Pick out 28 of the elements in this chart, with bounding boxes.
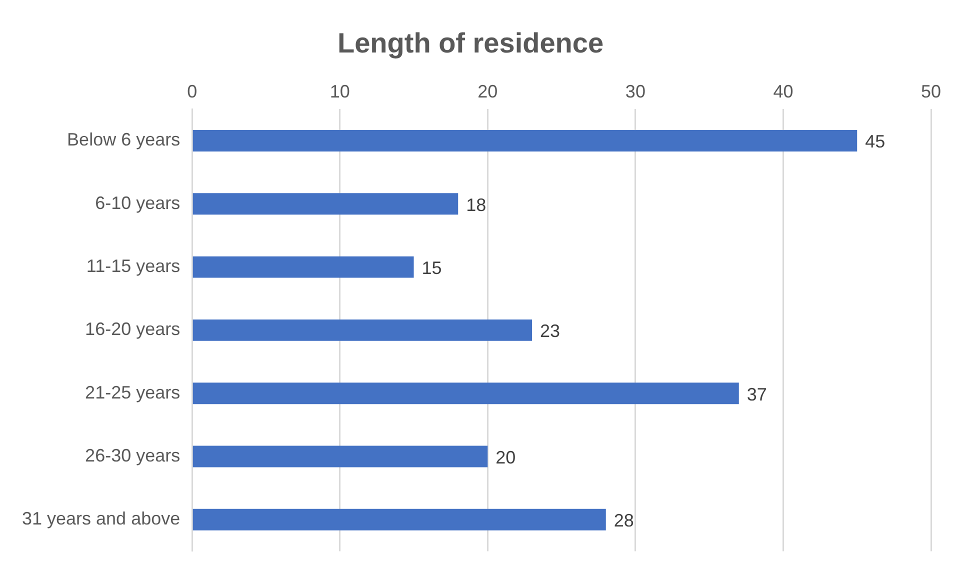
chart-title: Length of residence — [337, 28, 604, 59]
bar — [192, 508, 606, 530]
bar — [192, 319, 532, 341]
x-tick-label: 0 — [187, 81, 198, 102]
x-tick-label: 30 — [625, 81, 646, 102]
y-tick-label: 21-25 years — [85, 382, 180, 402]
y-tick-label: 11-15 years — [86, 256, 180, 276]
bar — [192, 256, 414, 278]
bar — [192, 193, 458, 215]
y-tick-label: Below 6 years — [67, 130, 180, 150]
x-tick-label: 20 — [478, 81, 498, 102]
y-tick-label: 31 years and above — [22, 508, 180, 529]
y-tick-label: 26-30 years — [85, 445, 180, 466]
data-label: 28 — [614, 510, 634, 531]
data-label: 15 — [422, 258, 442, 278]
data-label: 23 — [540, 321, 560, 342]
data-label: 18 — [466, 194, 486, 215]
data-label: 37 — [746, 384, 767, 404]
x-tick-label: 40 — [773, 81, 794, 102]
data-label: 20 — [496, 447, 516, 468]
bar — [192, 130, 858, 152]
bar — [192, 382, 739, 404]
data-label: 45 — [865, 132, 886, 152]
x-tick-label: 50 — [920, 81, 942, 102]
bar — [192, 446, 488, 468]
x-tick-label: 10 — [330, 81, 350, 102]
y-tick-label: 6-10 years — [95, 192, 180, 213]
y-tick-label: 16-20 years — [85, 319, 180, 340]
